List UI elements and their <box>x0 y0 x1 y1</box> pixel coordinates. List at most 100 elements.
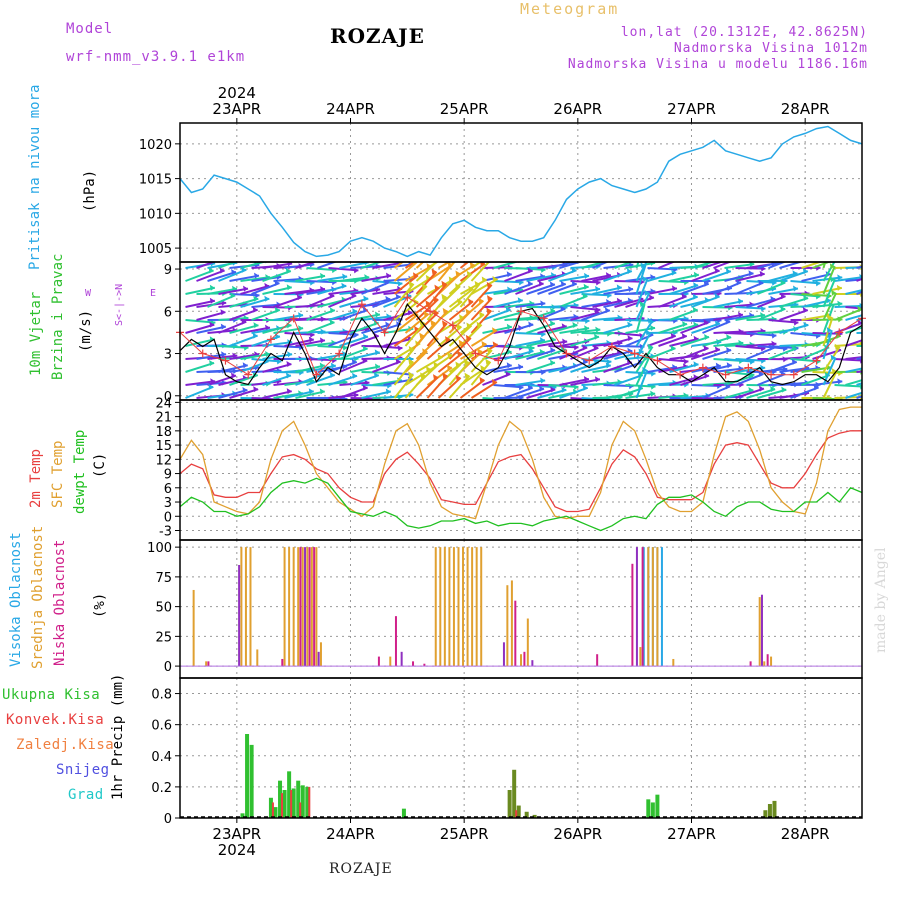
wind-barb-field <box>185 262 862 400</box>
cloud-bar <box>526 618 529 667</box>
cloud-bar <box>297 547 300 667</box>
precip-bar-convective <box>308 786 311 818</box>
wind-compass-w: W <box>85 288 92 299</box>
cloud-bar <box>310 547 313 667</box>
precip-bar-total <box>296 780 301 818</box>
temp-tick-label: 6 <box>164 482 172 497</box>
legend-freezing-rain: Zaledj.Kisa <box>16 737 115 753</box>
wind-gust-marker <box>812 356 821 365</box>
cloud-bar <box>192 589 195 667</box>
cloud-bar <box>412 661 415 667</box>
cloud-bar <box>651 547 654 667</box>
temp-tick-label: 15 <box>155 439 172 454</box>
precip-bar-total <box>532 814 537 818</box>
cloud-bar <box>434 547 437 667</box>
wind-gust-marker <box>744 363 753 372</box>
temp-tick-label: 9 <box>164 468 172 483</box>
cloud-bar <box>281 658 284 667</box>
date-label-bottom: 27APR <box>667 825 716 843</box>
cloud-bar <box>394 616 397 667</box>
precip-tick-label: 0.6 <box>151 719 172 734</box>
temp-tick-label: 3 <box>164 496 172 511</box>
wind-gust-marker <box>585 356 594 365</box>
chart-name: Meteogram <box>520 0 620 18</box>
precip-bar-total <box>763 810 768 818</box>
date-label-top: 26APR <box>553 100 602 118</box>
cloud-bar <box>301 547 304 667</box>
precip-bar-total <box>507 790 512 818</box>
cloud-bar <box>596 654 599 667</box>
precip-bar-total <box>650 802 655 818</box>
cloud-bar <box>313 547 316 667</box>
cloud-bar <box>466 547 469 667</box>
cloud-bar <box>238 564 241 667</box>
cloud-tick-label: 50 <box>155 601 172 616</box>
cloud-bar <box>288 547 291 667</box>
wind-gust-marker <box>630 349 639 358</box>
date-label-bottom: 24APR <box>326 825 375 843</box>
cloud-bar <box>443 547 446 667</box>
precip-bar-total <box>300 785 305 818</box>
cloud-bar <box>660 547 663 667</box>
wind-gust-marker <box>517 307 525 316</box>
wind-gust-marker <box>198 349 207 358</box>
cloud-bar <box>439 547 442 667</box>
wind-gust-marker <box>607 342 616 351</box>
legend-hail: Grad <box>68 787 104 803</box>
cloud-bar <box>308 547 311 667</box>
cloud-bar <box>292 547 295 667</box>
wind-gust-marker <box>721 370 730 379</box>
date-label-top: 25APR <box>440 100 489 118</box>
cloud-bar <box>749 661 752 667</box>
precip-bar-total <box>282 790 287 818</box>
precip-tick-label: 0.8 <box>151 688 172 703</box>
wind-gust-marker <box>335 349 344 358</box>
temp-tick-label: 21 <box>155 411 172 426</box>
pressure-tick-label: 1010 <box>139 207 172 222</box>
cloud-bar <box>631 563 634 667</box>
cloud-bar <box>506 585 509 667</box>
cloud-bar <box>656 547 659 667</box>
cloud-bar <box>448 547 451 667</box>
precip-panel-frame <box>179 677 863 819</box>
cloud-bar <box>457 547 460 667</box>
temp-tick-label: 12 <box>155 453 172 468</box>
temp-dewpt-line <box>179 477 863 532</box>
cloud-tick-label: 100 <box>147 541 172 556</box>
pressure-line <box>179 125 863 258</box>
cloud-tick-label: 75 <box>155 571 172 586</box>
cloud-bar <box>471 547 474 667</box>
precip-bar-total <box>249 744 254 818</box>
altitude: Nadmorska Visina 1012m <box>673 41 868 56</box>
wind-tick-label: 9 <box>164 263 172 278</box>
cloud-bar <box>531 660 534 667</box>
wind-tick-label: 0 <box>164 390 172 405</box>
wind-gust-marker <box>448 321 457 330</box>
date-label-top: 24APR <box>326 100 375 118</box>
cloud-bar <box>510 580 513 667</box>
cloud-bar <box>306 547 309 667</box>
cloud-tick-label: 0 <box>164 660 172 675</box>
page-title: ROZAJE <box>330 24 425 48</box>
precip-bar-convective <box>299 802 302 818</box>
wind-gust-marker <box>312 370 321 379</box>
model-name: wrf-nmm_v3.9.1 e1km <box>66 49 246 65</box>
cloud-bar <box>319 642 322 667</box>
cloud-bar <box>641 547 644 667</box>
date-label-bottom: 23APR <box>212 825 261 843</box>
cloud-bar <box>475 547 478 667</box>
date-label-top: 27APR <box>667 100 716 118</box>
precip-tick-label: 0 <box>164 812 172 827</box>
cloud-bar <box>207 661 210 667</box>
wind-gust-marker <box>539 314 548 323</box>
cloud-bar <box>249 547 252 667</box>
cloud-bar <box>770 656 773 667</box>
footer-station: ROZAJE <box>329 861 393 877</box>
model-altitude: Nadmorska Visina u modelu 1186.16m <box>567 57 868 72</box>
precip-bar-total <box>512 769 517 818</box>
cloud-bar <box>514 600 517 667</box>
precip-bar-total <box>524 811 529 818</box>
cloud-bar <box>758 597 761 667</box>
date-label-top: 28APR <box>781 100 830 118</box>
precip-bar-convective <box>271 802 274 818</box>
